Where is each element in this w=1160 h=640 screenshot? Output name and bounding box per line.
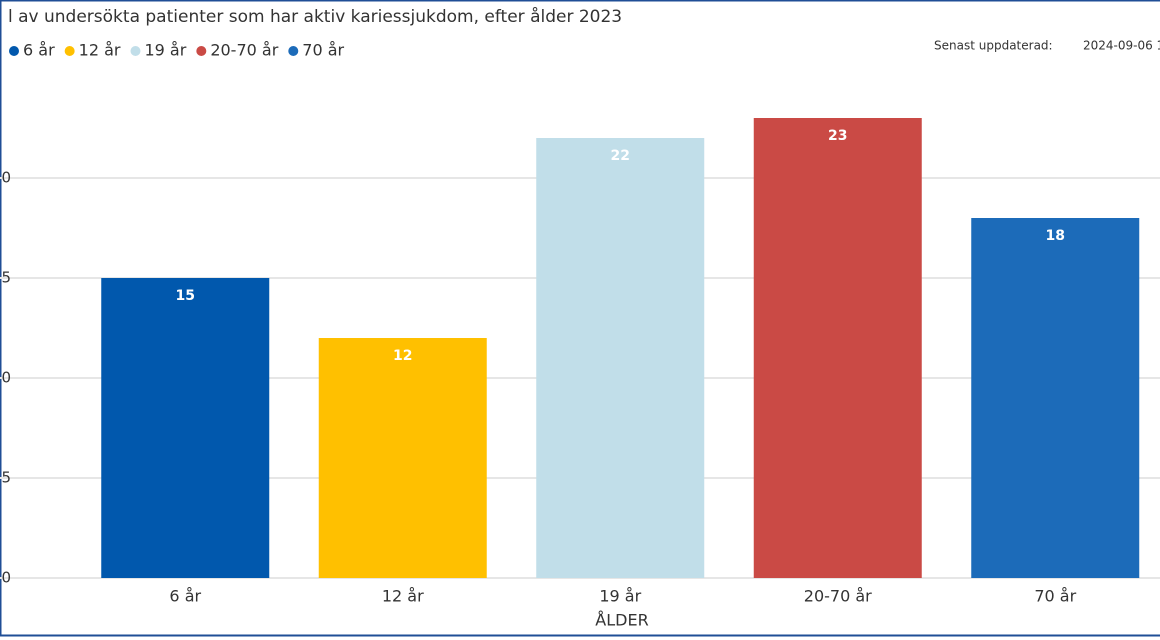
x-tick-label: 19 år: [599, 587, 641, 606]
x-tick-label: 6 år: [169, 587, 201, 606]
legend-label: 6 år: [23, 41, 55, 60]
data-label: 22: [611, 148, 630, 164]
data-label: 15: [176, 288, 195, 304]
y-tick-label: 5: [1, 469, 11, 487]
legend-dot: [9, 46, 19, 56]
legend-label: 19 år: [144, 41, 186, 60]
data-label: 12: [393, 348, 412, 364]
chart-title: l av undersökta patienter som har aktiv …: [8, 6, 622, 27]
data-label: 23: [828, 128, 847, 144]
x-tick-label: 12 år: [382, 587, 424, 606]
data-label: 18: [1046, 228, 1065, 244]
updated-value: 2024-09-06 1: [1083, 39, 1160, 53]
legend-dot: [196, 46, 207, 56]
legend-label: 20-70 år: [210, 41, 278, 60]
y-tick-label: 20: [0, 169, 11, 187]
y-tick-label: 0: [1, 569, 11, 587]
x-axis-label: ÅLDER: [595, 611, 648, 630]
bar: [536, 138, 705, 578]
bar: [318, 338, 487, 578]
updated-label: Senast uppdaterad:: [934, 39, 1053, 53]
legend-dot: [64, 46, 75, 56]
legend-label: 12 år: [79, 41, 121, 60]
y-tick-label: 15: [0, 269, 11, 287]
legend: 6 år 12 år 19 år 20-70 år 70 år: [9, 41, 345, 60]
bar: [101, 278, 270, 578]
legend-label: 70 år: [302, 41, 344, 60]
x-tick-label: 70 år: [1034, 587, 1076, 606]
legend-dot: [288, 46, 299, 56]
x-tick-label: 20-70 år: [804, 587, 872, 606]
bar: [753, 118, 922, 578]
bar: [971, 218, 1140, 578]
legend-dot: [130, 46, 141, 56]
y-tick-label: 10: [0, 369, 11, 387]
